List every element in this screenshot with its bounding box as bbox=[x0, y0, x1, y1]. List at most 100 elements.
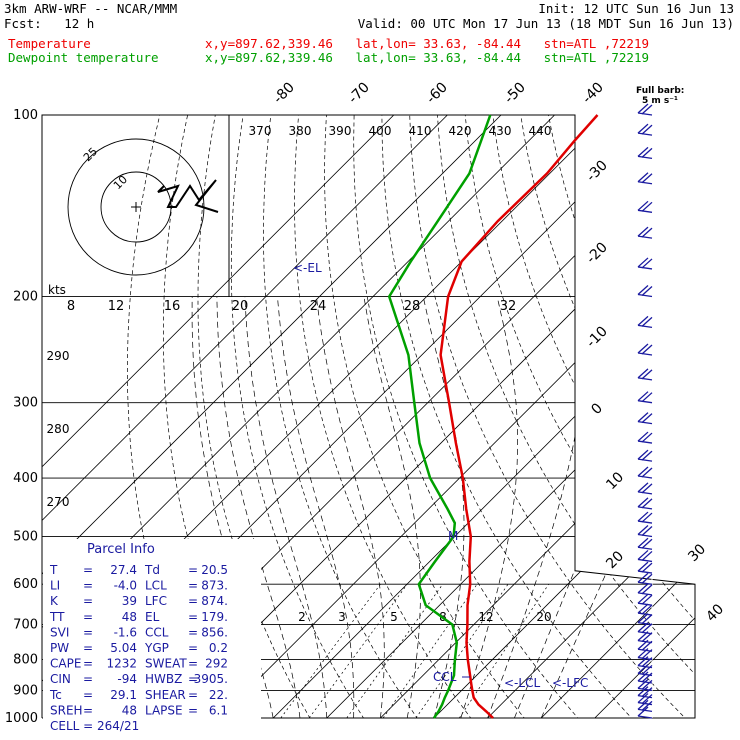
wind-barb-flag bbox=[641, 614, 653, 625]
dry-adiabat-line bbox=[575, 115, 695, 718]
parcel-param-name: CCL bbox=[145, 625, 169, 639]
parcel-param-value: 0.2 bbox=[209, 641, 228, 655]
parcel-param-name: LCL bbox=[145, 579, 167, 593]
wind-barb-flag bbox=[637, 549, 649, 560]
wind-barb-staff bbox=[637, 520, 653, 524]
wind-barb-flag bbox=[637, 449, 649, 460]
dry-adiabat-line bbox=[353, 115, 590, 718]
wind-barb-flag bbox=[641, 450, 653, 461]
wind-barb bbox=[637, 123, 653, 136]
pressure-label: 1000 bbox=[5, 711, 38, 726]
wind-barb-staff bbox=[637, 155, 653, 159]
mixing-ratio-label: 12 bbox=[478, 610, 493, 624]
isotherm-label: -40 bbox=[579, 79, 606, 106]
mixing-ratio-label: 20 bbox=[536, 610, 551, 624]
wind-barb-flag bbox=[641, 594, 653, 605]
wind-barb-flag bbox=[637, 368, 649, 379]
dry-adiabat-label: 290 bbox=[47, 349, 70, 363]
isotherm-label: -70 bbox=[345, 79, 372, 106]
wind-barb-flag bbox=[641, 483, 653, 494]
wind-barb-flag bbox=[641, 413, 653, 424]
wind-barb bbox=[637, 583, 653, 596]
parcel-param-eq: = bbox=[188, 579, 198, 593]
parcel-info-background bbox=[43, 539, 261, 729]
parcel-param-eq: = bbox=[188, 657, 198, 671]
wind-barb bbox=[637, 524, 653, 538]
wind-barb-staff bbox=[637, 592, 653, 596]
mixing-ratio-label: 2 bbox=[298, 610, 306, 624]
pressure-label: 800 bbox=[13, 653, 38, 668]
moist-adiabat-line bbox=[460, 296, 518, 718]
moist-adiabat-line bbox=[514, 296, 663, 718]
wind-barb-staff bbox=[637, 694, 653, 699]
wind-barb-flag bbox=[641, 124, 653, 135]
wind-barb bbox=[637, 603, 653, 616]
isotherm-label: -10 bbox=[583, 323, 610, 350]
dry-adiabat-line bbox=[381, 115, 644, 718]
wind-barb bbox=[637, 285, 653, 298]
wind-barb bbox=[637, 549, 653, 563]
parcel-param-name: CAPE bbox=[50, 657, 81, 671]
wind-barb-flag bbox=[637, 146, 649, 157]
parcel-param-eq: = bbox=[188, 610, 198, 624]
hodograph-speed-label: 16 bbox=[164, 299, 181, 314]
wind-barb-flag bbox=[641, 512, 653, 523]
wind-barb-flag bbox=[641, 679, 653, 690]
wind-barb-staff bbox=[637, 181, 653, 185]
wind-barb-flag bbox=[641, 562, 653, 573]
wind-barb-staff bbox=[637, 352, 653, 356]
wind-barb-flag bbox=[637, 678, 649, 689]
wind-barb-staff bbox=[637, 680, 653, 684]
dry-adiabat-line bbox=[294, 115, 481, 718]
wind-barb-staff bbox=[637, 687, 653, 692]
wind-barb-staff bbox=[637, 112, 653, 116]
wind-barb-staff bbox=[637, 209, 653, 213]
wind-barb-flag bbox=[637, 200, 649, 211]
wind-barb bbox=[637, 226, 653, 239]
isotherm-line bbox=[433, 115, 695, 718]
hodograph-ring-label: 10 bbox=[111, 173, 130, 192]
dry-adiabat-line bbox=[230, 115, 373, 718]
parcel-param-eq: = bbox=[83, 625, 93, 639]
theta-label: 390 bbox=[329, 124, 352, 138]
dry-adiabat-label: 280 bbox=[47, 422, 70, 436]
wind-barb bbox=[637, 431, 653, 444]
parcel-param-value: 6.1 bbox=[209, 703, 228, 717]
mixing-ratio-line bbox=[280, 584, 381, 718]
parcel-param-value: 48 bbox=[122, 610, 137, 624]
wind-barb-flag bbox=[641, 432, 653, 443]
pressure-label: 500 bbox=[13, 529, 38, 544]
parcel-param-value: 5.04 bbox=[110, 641, 137, 655]
moist-adiabat-line bbox=[316, 296, 385, 718]
parcel-param-name: SVI bbox=[50, 625, 69, 639]
wind-barb-flag bbox=[641, 258, 653, 269]
parcel-param-name: LAPSE bbox=[145, 703, 183, 717]
wind-barb-flag bbox=[637, 561, 649, 572]
wind-barb-staff bbox=[637, 440, 653, 444]
hodograph-units-label: kts bbox=[48, 283, 66, 297]
barb-key-units: 5 m s⁻¹ bbox=[642, 96, 678, 106]
wind-barb-flag bbox=[641, 538, 653, 549]
isotherm-line bbox=[380, 115, 695, 718]
dry-adiabat-line bbox=[659, 115, 695, 718]
wind-barb-staff bbox=[637, 235, 653, 239]
wind-barb-flag bbox=[641, 604, 653, 615]
wind-barb-flag bbox=[637, 537, 649, 548]
parcel-param-eq: = bbox=[83, 641, 93, 655]
wind-barb-flag bbox=[637, 431, 649, 442]
parcel-param-value: 22. bbox=[209, 688, 228, 702]
moist-adiabat-line bbox=[363, 296, 421, 718]
wind-barb-staff bbox=[637, 546, 653, 550]
mixing-ratio-line bbox=[346, 584, 444, 718]
parcel-param-value: 873. bbox=[201, 579, 228, 593]
wind-barb-staff bbox=[637, 533, 653, 538]
pressure-label: 200 bbox=[13, 290, 38, 305]
hodograph-trace bbox=[157, 179, 219, 213]
wind-barb bbox=[637, 449, 653, 462]
theta-label: 370 bbox=[249, 124, 272, 138]
moist-adiabat-line bbox=[277, 296, 355, 718]
wind-barb bbox=[637, 257, 653, 270]
wind-barb-staff bbox=[637, 602, 653, 606]
wind-barb-flag bbox=[637, 583, 649, 594]
